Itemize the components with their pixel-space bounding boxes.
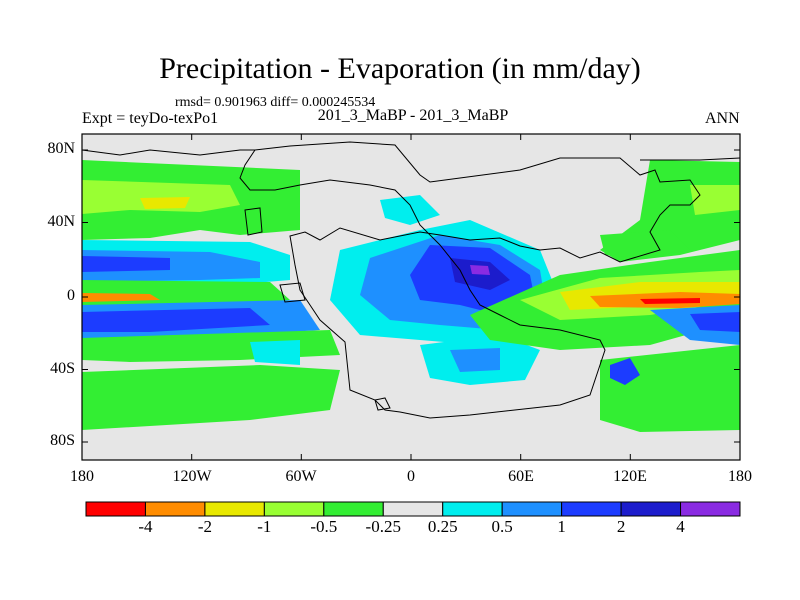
field-sp-cyan xyxy=(250,340,300,365)
continent-outline-island-west xyxy=(244,207,263,236)
colorbar-swatch xyxy=(442,501,503,517)
field-arctic-cyan xyxy=(380,195,440,225)
field-itcz-darkblue xyxy=(82,256,170,272)
field-north-yellow xyxy=(140,197,190,209)
season-label: ANN xyxy=(705,110,740,127)
colorbar-swatch xyxy=(382,501,444,517)
continent-outline-northeast xyxy=(640,157,741,161)
x-tick-label: 120E xyxy=(613,468,647,485)
x-major-ticks xyxy=(81,134,741,460)
continent-outline-main xyxy=(239,141,701,419)
field-south-atlantic-blue xyxy=(450,348,500,372)
x-tick-label: 0 xyxy=(407,468,415,485)
field-se-blue xyxy=(610,358,640,385)
field-east-red xyxy=(640,298,700,304)
field-ne-dry-green xyxy=(600,230,690,258)
continent-outlines xyxy=(81,141,741,419)
colorbar-label: -4 xyxy=(138,517,153,536)
y-tick-label: 40N xyxy=(47,213,75,230)
stats-label: rmsd= 0.901963 diff= 0.000245534 xyxy=(175,95,376,110)
y-tick-label: 80N xyxy=(47,140,75,157)
plot-title: Precipitation - Evaporation (in mm/day) xyxy=(159,52,641,85)
field-eq-orange xyxy=(82,293,160,302)
x-tick-label: 120W xyxy=(172,468,212,485)
colorbar-swatch xyxy=(680,501,741,517)
colorbar-label: -0.5 xyxy=(310,517,338,536)
field-ne-lightgreen xyxy=(690,185,740,215)
continent-outline-island-south xyxy=(374,397,391,411)
continent-outline-island-atlantic xyxy=(279,282,306,303)
case-label: 201_3_MaBP - 201_3_MaBP xyxy=(317,107,509,124)
colorbar-label: -2 xyxy=(197,517,212,536)
field-south-green xyxy=(82,365,340,430)
colorbar xyxy=(85,501,741,517)
field-south-green-east xyxy=(600,345,740,432)
y-tick-label: 80S xyxy=(50,432,75,449)
colorbar-label: 2 xyxy=(616,517,626,536)
x-tick-label: 60W xyxy=(285,468,317,485)
field-sp-darkblue xyxy=(82,308,270,332)
x-tick-label: 180 xyxy=(728,468,752,485)
map-frame xyxy=(81,133,741,461)
colorbar-swatch xyxy=(204,501,265,517)
y-tick-label: 40S xyxy=(50,360,75,377)
y-tick-label: 0 xyxy=(67,287,75,304)
experiment-label: Expt = teyDo-texPo1 xyxy=(82,110,219,127)
colorbar-label: 1 xyxy=(557,517,566,536)
field-tethys-purple xyxy=(470,265,490,275)
colorbar-swatch xyxy=(85,501,146,517)
colorbar-swatch xyxy=(263,501,325,517)
x-tick-label: 60E xyxy=(508,468,534,485)
colorbar-label: 4 xyxy=(676,517,685,536)
colorbar-label: -1 xyxy=(257,517,272,536)
colorbar-label: -0.25 xyxy=(365,517,401,536)
colorbar-label: 0.5 xyxy=(491,517,513,536)
continent-outline-north-coast xyxy=(81,149,255,156)
plot-area xyxy=(82,134,740,460)
colorbar-label: 0.25 xyxy=(427,517,458,536)
colorbar-swatch xyxy=(501,501,563,517)
colorbar-swatch xyxy=(561,501,622,517)
field-north-lightgreen xyxy=(82,180,240,214)
colorbar-swatch xyxy=(323,501,384,517)
field-east-sp-darkblue xyxy=(690,312,740,332)
x-tick-label: 180 xyxy=(70,468,94,485)
colorbar-swatch xyxy=(144,501,206,517)
colorbar-swatch xyxy=(620,501,682,517)
